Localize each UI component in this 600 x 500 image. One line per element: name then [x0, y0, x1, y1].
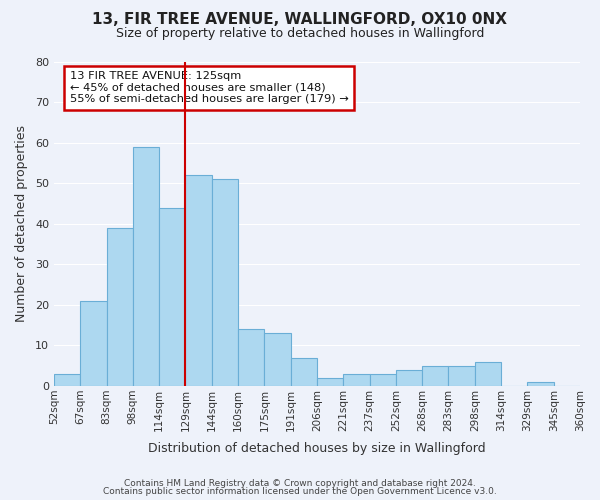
- Bar: [54, 374, 80, 386]
- Bar: [238, 329, 265, 386]
- Bar: [107, 228, 133, 386]
- Bar: [133, 146, 159, 386]
- Text: Contains HM Land Registry data © Crown copyright and database right 2024.: Contains HM Land Registry data © Crown c…: [124, 478, 476, 488]
- X-axis label: Distribution of detached houses by size in Wallingford: Distribution of detached houses by size …: [148, 442, 486, 455]
- Bar: [185, 175, 212, 386]
- Bar: [290, 358, 317, 386]
- Text: Contains public sector information licensed under the Open Government Licence v3: Contains public sector information licen…: [103, 487, 497, 496]
- Text: 13 FIR TREE AVENUE: 125sqm
← 45% of detached houses are smaller (148)
55% of sem: 13 FIR TREE AVENUE: 125sqm ← 45% of deta…: [70, 71, 349, 104]
- Text: Size of property relative to detached houses in Wallingford: Size of property relative to detached ho…: [116, 28, 484, 40]
- Bar: [159, 208, 185, 386]
- Bar: [475, 362, 501, 386]
- Bar: [317, 378, 343, 386]
- Bar: [265, 334, 290, 386]
- Bar: [370, 374, 396, 386]
- Y-axis label: Number of detached properties: Number of detached properties: [15, 125, 28, 322]
- Bar: [527, 382, 554, 386]
- Bar: [448, 366, 475, 386]
- Text: 13, FIR TREE AVENUE, WALLINGFORD, OX10 0NX: 13, FIR TREE AVENUE, WALLINGFORD, OX10 0…: [92, 12, 508, 28]
- Bar: [80, 301, 107, 386]
- Bar: [212, 179, 238, 386]
- Bar: [343, 374, 370, 386]
- Bar: [396, 370, 422, 386]
- Bar: [422, 366, 448, 386]
